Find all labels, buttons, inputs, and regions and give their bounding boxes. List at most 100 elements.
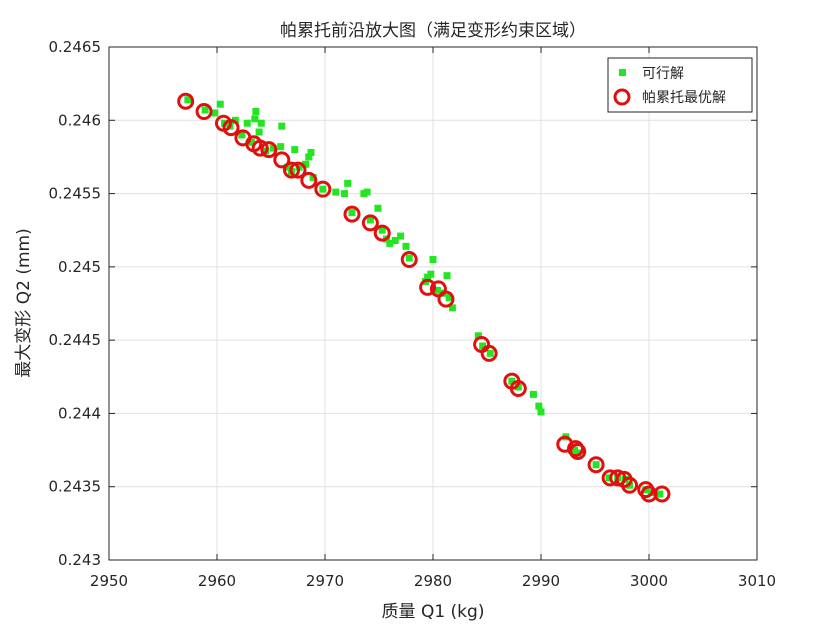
pareto-point bbox=[251, 139, 269, 157]
y-tick-label: 0.243 bbox=[58, 551, 101, 569]
feasible-point bbox=[201, 106, 209, 114]
feasible-point bbox=[269, 144, 277, 152]
legend-feasible-label: 可行解 bbox=[642, 66, 684, 82]
pareto-point bbox=[400, 251, 418, 269]
x-tick-label: 2980 bbox=[414, 572, 452, 590]
feasible-point bbox=[386, 239, 394, 247]
legend-box bbox=[607, 57, 753, 113]
feasible-point bbox=[319, 185, 327, 193]
pareto-point bbox=[361, 214, 379, 232]
pareto-point bbox=[509, 380, 527, 398]
y-axis-title: 最大变形 Q2 (mm) bbox=[14, 228, 34, 377]
feasible-point bbox=[391, 236, 399, 244]
feasible-point bbox=[231, 116, 239, 124]
y-tick-label: 0.2435 bbox=[49, 478, 102, 496]
feasible-point bbox=[307, 149, 315, 157]
legend-pareto-marker bbox=[613, 88, 631, 106]
feasible-point bbox=[445, 294, 453, 302]
feasible-point bbox=[535, 402, 543, 410]
feasible-point bbox=[397, 232, 405, 240]
pareto-point bbox=[437, 290, 455, 308]
feasible-point bbox=[474, 332, 482, 340]
feasible-point bbox=[340, 190, 348, 198]
feasible-point bbox=[277, 143, 285, 151]
feasible-point bbox=[448, 304, 456, 312]
feasible-point bbox=[486, 349, 494, 357]
x-tick-label: 2950 bbox=[90, 572, 128, 590]
legend: 可行解 帕累托最优解 bbox=[607, 57, 753, 113]
feasible-point bbox=[216, 100, 224, 108]
feasible-point bbox=[656, 490, 664, 498]
pareto-point bbox=[621, 476, 639, 494]
feasible-point bbox=[283, 163, 291, 171]
feasible-point bbox=[305, 153, 313, 161]
x-axis-title: 质量 Q1 (kg) bbox=[382, 602, 485, 622]
feasible-point bbox=[374, 204, 382, 212]
feasible-point bbox=[344, 179, 352, 187]
feasible-point bbox=[309, 173, 317, 181]
x-tick-label: 2970 bbox=[306, 572, 344, 590]
feasible-point bbox=[302, 160, 310, 168]
y-tick-label: 0.2455 bbox=[49, 185, 102, 203]
feasible-point bbox=[592, 461, 600, 469]
pareto-point bbox=[314, 180, 332, 198]
pareto-point bbox=[222, 119, 240, 137]
pareto-point bbox=[289, 161, 307, 179]
pareto-point bbox=[569, 443, 587, 461]
feasible-point bbox=[514, 383, 522, 391]
feasible-point bbox=[184, 96, 192, 104]
pareto-point bbox=[653, 485, 671, 503]
feasible-point bbox=[252, 107, 260, 115]
feasible-point bbox=[433, 286, 441, 294]
pareto-point bbox=[260, 141, 278, 159]
pareto-point bbox=[480, 344, 498, 362]
feasible-point bbox=[211, 109, 219, 117]
y-tick-label: 0.2445 bbox=[49, 331, 102, 349]
pareto-point bbox=[419, 278, 437, 296]
feasible-point bbox=[529, 390, 537, 398]
feasible-point bbox=[429, 256, 437, 264]
pareto-point bbox=[283, 161, 301, 179]
y-tick-label: 0.245 bbox=[58, 258, 101, 276]
x-tick-label: 2960 bbox=[198, 572, 236, 590]
pareto-point bbox=[177, 92, 195, 110]
pareto-series bbox=[177, 92, 671, 503]
pareto-point bbox=[343, 205, 361, 223]
pareto-point bbox=[609, 469, 627, 487]
pareto-point bbox=[273, 151, 291, 169]
feasible-series bbox=[184, 96, 664, 498]
legend-feasible-marker bbox=[619, 69, 626, 76]
feasible-point bbox=[378, 226, 386, 234]
feasible-point bbox=[363, 188, 371, 196]
feasible-point bbox=[243, 119, 251, 127]
feasible-point bbox=[251, 115, 259, 123]
y-tick-label: 0.246 bbox=[58, 111, 101, 129]
feasible-point bbox=[278, 122, 286, 130]
feasible-point bbox=[332, 188, 340, 196]
feasible-point bbox=[443, 272, 451, 280]
feasible-point bbox=[402, 242, 410, 250]
y-tick-label: 0.2465 bbox=[49, 38, 102, 56]
pareto-point bbox=[300, 171, 318, 189]
feasible-point bbox=[366, 216, 374, 224]
feasible-point bbox=[405, 254, 413, 262]
x-tick-label: 3010 bbox=[738, 572, 776, 590]
feasible-point bbox=[479, 342, 487, 350]
x-tick-label: 2990 bbox=[522, 572, 560, 590]
x-tick-label: 3000 bbox=[630, 572, 668, 590]
pareto-point bbox=[373, 224, 391, 242]
feasible-point bbox=[238, 131, 246, 139]
pareto-point bbox=[195, 102, 213, 120]
axis-ticks: 2950 2960 2970 2980 2990 3000 3010 0.243 0.2435 0… bbox=[49, 38, 777, 590]
feasible-point bbox=[642, 486, 650, 494]
feasible-point bbox=[537, 408, 545, 416]
legend-pareto-label: 帕累托最优解 bbox=[642, 90, 726, 106]
feasible-point bbox=[574, 449, 582, 457]
feasible-point bbox=[508, 377, 516, 385]
feasible-point bbox=[348, 209, 356, 217]
feasible-point bbox=[291, 146, 299, 154]
pareto-point bbox=[587, 456, 605, 474]
feasible-point bbox=[427, 270, 435, 278]
